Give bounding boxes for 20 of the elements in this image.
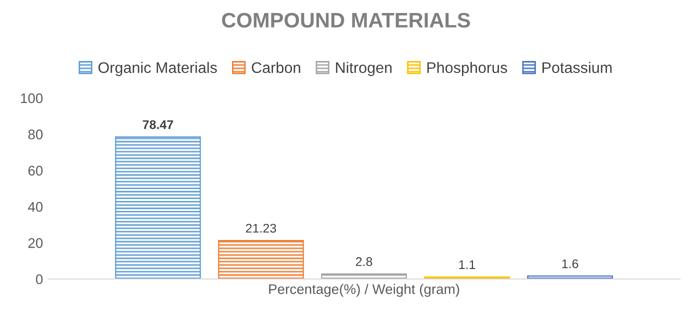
legend-label: Nitrogen bbox=[336, 62, 392, 76]
data-label: 21.23 bbox=[246, 224, 276, 233]
data-label: 1.1 bbox=[459, 260, 476, 269]
legend-label: Phosphorus bbox=[427, 62, 508, 76]
x-tick-label: Percentage(%) / Weight (gram) bbox=[269, 284, 460, 297]
data-label: 2.8 bbox=[356, 257, 372, 266]
y-tick-label: 40 bbox=[28, 202, 43, 212]
y-tick-label: 20 bbox=[28, 238, 43, 248]
data-label: 1.6 bbox=[562, 259, 578, 268]
bar bbox=[218, 240, 304, 279]
data-label: 78.47 bbox=[142, 120, 174, 130]
y-tick-label: 100 bbox=[21, 93, 43, 104]
y-tick-label: 60 bbox=[28, 166, 43, 176]
chart-title: COMPOUND MATERIALS bbox=[222, 12, 470, 28]
y-tick-label: 80 bbox=[28, 130, 43, 140]
bar bbox=[115, 136, 201, 279]
legend-label: Carbon bbox=[252, 62, 300, 74]
y-tick-label: 0 bbox=[36, 274, 43, 284]
legend-label: Organic Materials bbox=[98, 62, 217, 76]
legend-label: Potassium bbox=[542, 62, 612, 74]
